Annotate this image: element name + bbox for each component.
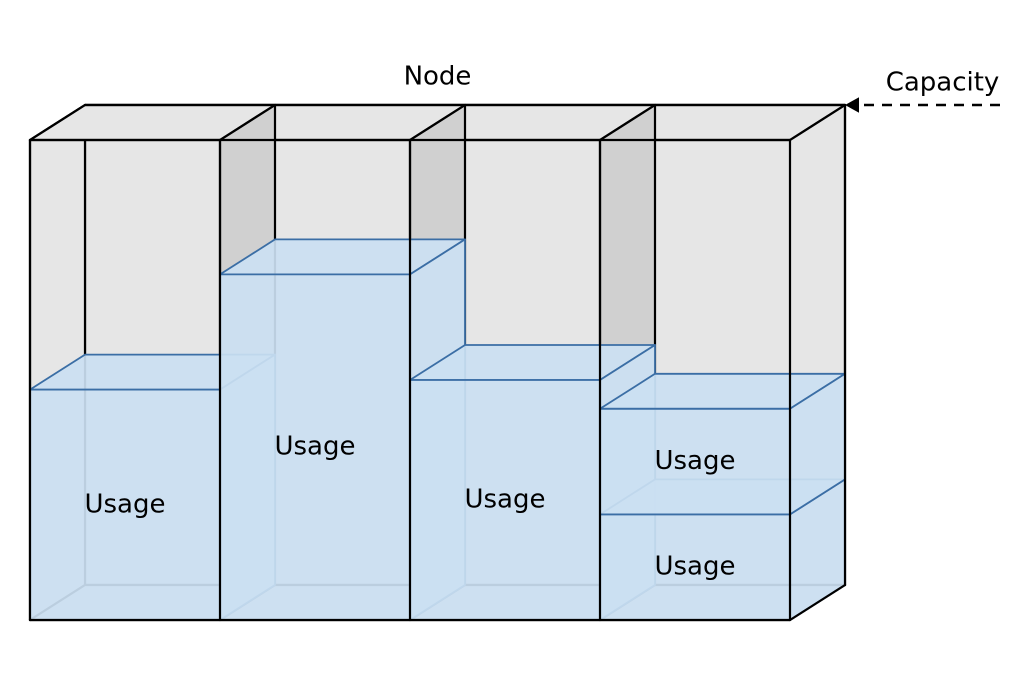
node-title: Node — [404, 62, 472, 92]
usage-label: Usage — [654, 552, 735, 582]
usage-block: Usage — [600, 374, 845, 515]
usage-label: Usage — [274, 432, 355, 462]
capacity-arrow — [845, 97, 1000, 112]
capacity-label: Capacity — [886, 68, 1000, 98]
usage-label: Usage — [84, 489, 165, 519]
usage-label: Usage — [464, 485, 545, 515]
usage-label: Usage — [654, 446, 735, 476]
node-capacity-diagram: Usage Usage Usage Usage Usage Node Capacity — [0, 0, 1029, 676]
